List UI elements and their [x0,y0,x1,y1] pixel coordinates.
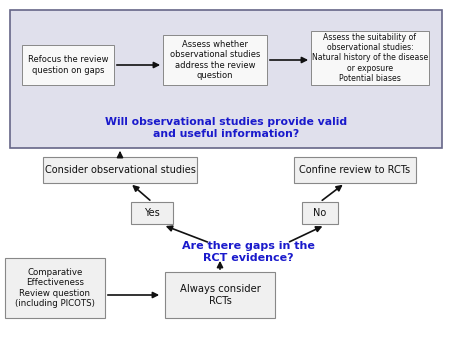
FancyBboxPatch shape [22,45,114,85]
Text: Assess whether
observational studies
address the review
question: Assess whether observational studies add… [170,40,260,80]
FancyBboxPatch shape [43,157,197,183]
FancyBboxPatch shape [293,157,415,183]
FancyBboxPatch shape [131,202,173,224]
FancyBboxPatch shape [10,10,441,148]
Text: Refocus the review
question on gaps: Refocus the review question on gaps [28,55,108,75]
Text: No: No [313,208,326,218]
Text: Comparative
Effectiveness
Review question
(including PICOTS): Comparative Effectiveness Review questio… [15,268,95,308]
Text: Are there gaps in the
RCT evidence?: Are there gaps in the RCT evidence? [181,241,314,263]
Text: Consider observational studies: Consider observational studies [45,165,195,175]
Text: Assess the suitability of
observational studies:
Natural history of the disease
: Assess the suitability of observational … [311,33,427,83]
Text: Will observational studies provide valid
and useful information?: Will observational studies provide valid… [105,117,346,139]
FancyBboxPatch shape [301,202,337,224]
FancyBboxPatch shape [165,272,274,318]
FancyBboxPatch shape [5,258,105,318]
Text: Confine review to RCTs: Confine review to RCTs [299,165,410,175]
Text: Yes: Yes [144,208,160,218]
FancyBboxPatch shape [163,35,267,85]
FancyBboxPatch shape [310,31,428,85]
Text: Always consider
RCTs: Always consider RCTs [179,284,260,306]
